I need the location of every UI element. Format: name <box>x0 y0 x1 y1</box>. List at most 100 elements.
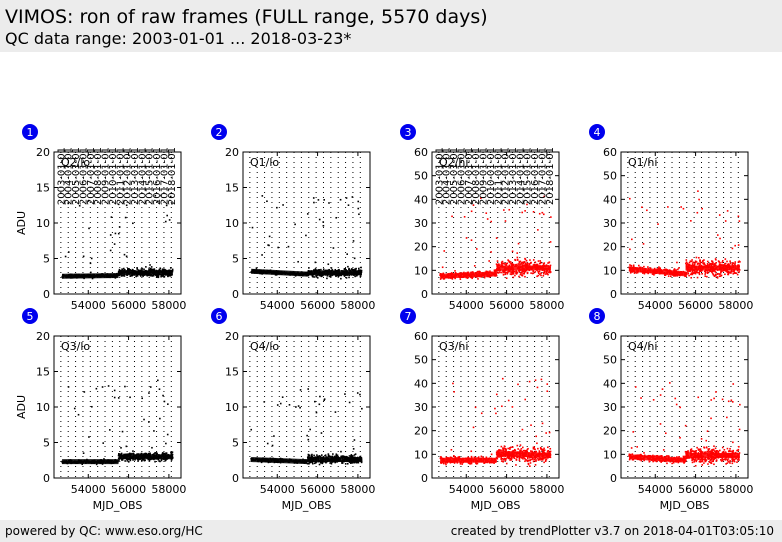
data-point <box>168 219 171 221</box>
data-point <box>311 462 314 465</box>
data-point <box>500 262 503 264</box>
data-point <box>320 454 323 456</box>
data-point <box>510 446 512 449</box>
data-point <box>339 198 342 201</box>
data-point <box>524 210 526 212</box>
data-point <box>509 448 511 450</box>
data-point <box>333 455 336 458</box>
data-point <box>250 428 253 431</box>
data-point <box>163 458 165 461</box>
data-point <box>508 264 511 267</box>
data-point <box>510 457 512 460</box>
data-point <box>148 269 151 271</box>
data-point <box>714 271 717 273</box>
data-point <box>331 455 334 458</box>
data-point <box>541 211 544 214</box>
data-point <box>266 442 269 445</box>
data-point <box>147 274 149 277</box>
data-point <box>514 274 516 277</box>
data-point <box>682 207 685 210</box>
data-point <box>82 255 85 258</box>
year-label: 2016-01-01 <box>152 147 163 205</box>
data-point <box>157 200 159 203</box>
data-point <box>547 271 550 274</box>
data-point <box>699 263 701 265</box>
data-point <box>509 459 511 461</box>
data-point <box>497 272 500 274</box>
data-point <box>713 263 716 265</box>
data-point <box>336 274 338 277</box>
data-point <box>738 264 740 266</box>
data-point <box>343 455 346 458</box>
data-point <box>154 460 156 463</box>
data-point <box>688 274 690 277</box>
data-point <box>453 462 456 464</box>
year-label: 2016-01-01 <box>530 147 541 205</box>
x-tick-label: 58000 <box>718 299 753 312</box>
data-point <box>734 263 736 265</box>
data-point <box>685 263 688 266</box>
data-point <box>548 261 551 263</box>
data-point <box>263 401 266 403</box>
data-point <box>121 459 124 461</box>
data-point <box>154 452 156 454</box>
data-point <box>689 260 692 262</box>
data-point <box>722 270 724 272</box>
data-point <box>167 275 169 277</box>
data-point <box>123 269 126 271</box>
data-point <box>736 269 739 272</box>
data-point <box>118 459 120 461</box>
y-tick-label: 15 <box>225 182 239 195</box>
year-label: 2003-01-01 <box>56 147 67 205</box>
data-point <box>95 387 98 390</box>
data-point <box>532 259 535 261</box>
data-point <box>516 271 519 274</box>
data-point <box>160 194 162 197</box>
data-point <box>485 456 488 459</box>
data-point <box>500 261 503 264</box>
y-tick-label: 20 <box>36 330 50 343</box>
data-point <box>687 271 689 273</box>
data-point <box>132 452 135 455</box>
data-point <box>652 273 655 275</box>
data-point <box>151 275 154 277</box>
data-point <box>318 403 321 406</box>
data-point <box>527 447 529 450</box>
data-point <box>327 454 330 457</box>
data-point <box>329 462 331 464</box>
data-point <box>441 266 444 269</box>
data-point <box>83 391 86 393</box>
data-point <box>480 455 483 458</box>
data-point <box>314 261 317 264</box>
data-point <box>91 277 94 280</box>
series-band <box>62 273 119 279</box>
data-point <box>522 272 524 275</box>
data-point <box>690 220 692 222</box>
year-grid <box>249 152 361 294</box>
data-point <box>633 272 636 274</box>
data-point <box>505 277 508 280</box>
data-point <box>731 262 734 264</box>
data-point <box>653 267 656 270</box>
data-point <box>348 276 350 279</box>
data-point <box>525 259 528 262</box>
data-point <box>676 261 678 264</box>
data-point <box>141 397 144 400</box>
data-point <box>288 404 291 406</box>
data-point <box>502 459 505 461</box>
year-label: 2007-01-01 <box>464 147 475 205</box>
data-point <box>515 264 517 267</box>
data-point <box>531 458 533 461</box>
data-point <box>653 273 655 276</box>
data-point <box>733 270 735 273</box>
data-point <box>121 430 124 433</box>
data-point <box>149 274 151 277</box>
data-point <box>143 418 145 421</box>
data-point <box>706 272 709 275</box>
data-point <box>674 275 677 277</box>
data-point <box>341 462 343 464</box>
data-point <box>519 264 521 266</box>
data-point <box>704 269 707 272</box>
data-point <box>121 268 124 271</box>
